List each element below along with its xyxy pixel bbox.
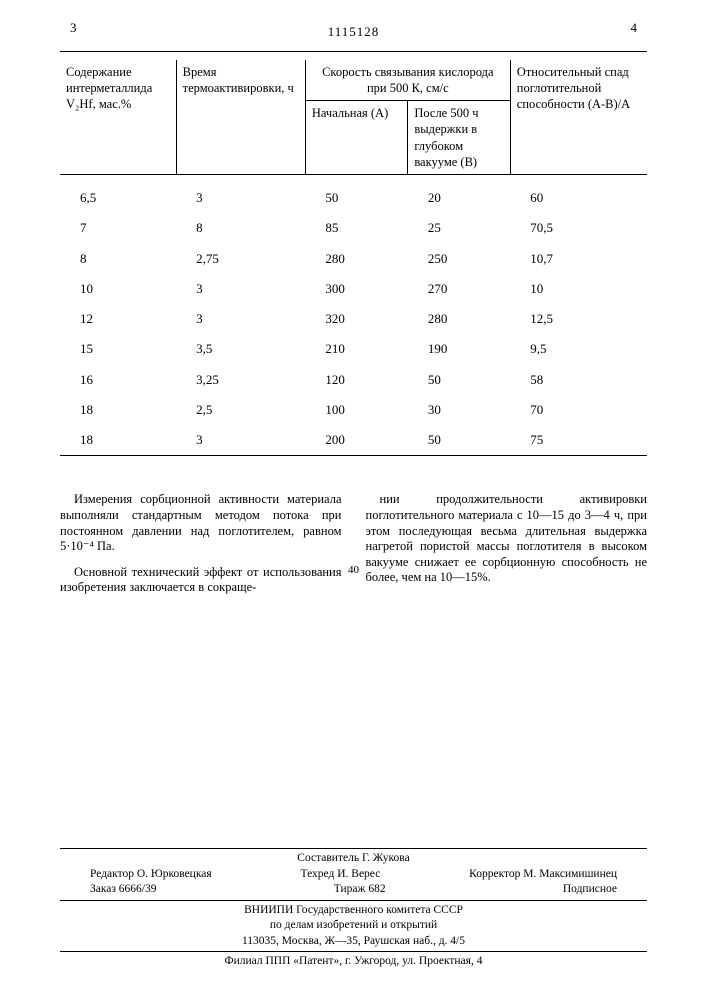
table-row: 78852570,5 — [60, 213, 647, 243]
tech-editor: Техред И. Верес — [301, 867, 381, 883]
table-row: 153,52101909,5 — [60, 334, 647, 364]
table-row: 10330027010 — [60, 274, 647, 304]
tirazh: Тираж 682 — [334, 882, 386, 898]
page-right: 4 — [631, 20, 638, 36]
table-row: 82,7528025010,7 — [60, 244, 647, 274]
text-column-right: нии продолжительности активировки поглот… — [366, 492, 648, 606]
paragraph: Основной технический эффект от использов… — [60, 565, 342, 596]
col-header-2: Время термоактивировки, ч — [176, 60, 305, 175]
table-row: 163,251205058 — [60, 365, 647, 395]
col-header-3a: Начальная (А) — [305, 101, 407, 175]
col-header-1: Содержание интерметаллида V₂Hf, мас.% — [60, 60, 176, 175]
table-row: 1832005075 — [60, 425, 647, 456]
page-left: 3 — [70, 20, 77, 36]
col-header-3-group: Скорость связывания кислорода при 500 К,… — [305, 60, 510, 101]
table-row: 12332028012,5 — [60, 304, 647, 334]
imprint-block: Составитель Г. Жукова Редактор О. Юркове… — [60, 846, 647, 970]
org-line-1: ВНИИПИ Государственного комитета СССР — [60, 903, 647, 919]
paragraph: нии продолжительности активировки поглот… — [366, 492, 648, 586]
subscription: Подписное — [563, 882, 617, 898]
table-row: 182,51003070 — [60, 395, 647, 425]
address-1: 113035, Москва, Ж—35, Раушская наб., д. … — [60, 934, 647, 950]
order-number: Заказ 6666/39 — [90, 882, 157, 898]
compiler: Составитель Г. Жукова — [60, 851, 647, 867]
table-row: 6,53502060 — [60, 183, 647, 213]
text-column-left: Измерения сорбционной активности материа… — [60, 492, 342, 606]
col-header-3b: После 500 ч выдержки в глубоком вакууме … — [408, 101, 510, 175]
line-number: 40 — [348, 564, 359, 578]
corrector: Корректор М. Максимишинец — [469, 867, 617, 883]
col-header-4: Относительный спад поглотительной способ… — [510, 60, 647, 175]
editor: Редактор О. Юрковецкая — [90, 867, 212, 883]
data-table: Содержание интерметаллида V₂Hf, мас.% Вр… — [60, 51, 647, 471]
address-2: Филиал ППП «Патент», г. Ужгород, ул. Про… — [60, 954, 647, 970]
paragraph: Измерения сорбционной активности материа… — [60, 492, 342, 555]
document-number: 1115128 — [60, 24, 647, 40]
org-line-2: по делам изобретений и открытий — [60, 918, 647, 934]
